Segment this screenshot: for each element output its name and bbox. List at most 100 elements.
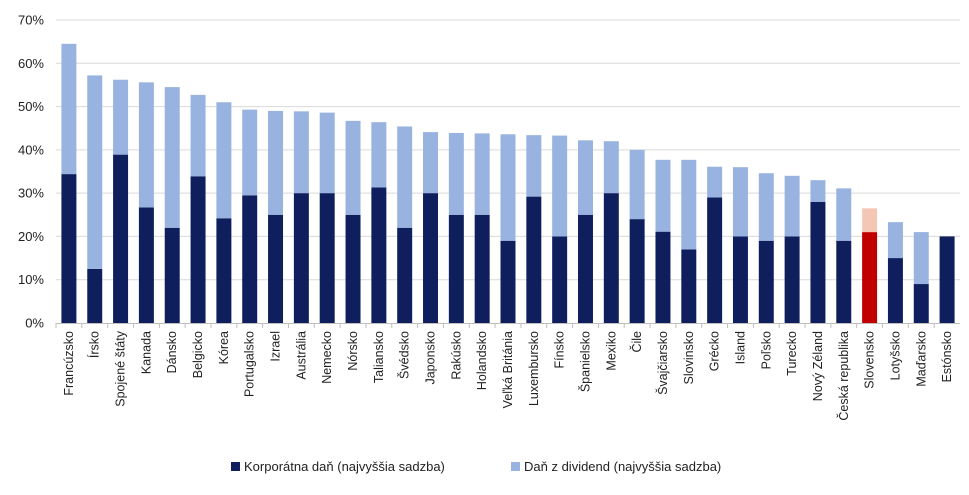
x-tick-label: Japonsko	[424, 331, 438, 385]
x-tick-label: Nemecko	[320, 331, 334, 384]
bar-dividend-tax	[655, 159, 671, 232]
bar-dividend-tax	[913, 232, 929, 285]
bar-dividend-tax	[629, 149, 645, 220]
x-tick-label: Nový Zéland	[811, 331, 825, 401]
x-tick-label: Dánsko	[165, 331, 179, 373]
bar-dividend-tax	[681, 159, 697, 250]
x-tick-label: Španielsko	[577, 331, 592, 392]
x-tick-label: Mexiko	[604, 331, 618, 371]
bar-dividend-tax	[87, 75, 103, 269]
x-tick-label: Luxembursko	[527, 331, 541, 406]
x-tick-label: Česká republika	[836, 331, 851, 421]
legend-label-corporate-tax: Korporátna daň (najvyššia sadzba)	[244, 459, 445, 474]
x-tick-label: Island	[733, 331, 747, 364]
bar-dividend-tax	[758, 173, 774, 241]
bar-corporate-tax	[448, 214, 464, 323]
bar-dividend-tax	[810, 180, 826, 202]
bar-corporate-tax	[345, 214, 361, 323]
x-tick-label: Grécko	[708, 331, 722, 371]
bar-dividend-tax	[836, 188, 852, 241]
x-tick-label: Turecko	[785, 331, 799, 376]
bar-corporate-tax	[113, 154, 129, 323]
bar-corporate-tax	[810, 201, 826, 323]
y-tick-label: 20%	[18, 229, 44, 244]
bar-corporate-tax	[887, 258, 903, 323]
legend-swatch-corporate-tax	[231, 462, 240, 471]
x-tick-label: Nórsko	[346, 331, 360, 371]
bar-dividend-tax	[500, 134, 516, 241]
legend-swatch-dividend-tax	[511, 462, 520, 471]
x-tick-label: Austrália	[294, 331, 308, 380]
y-tick-label: 60%	[18, 56, 44, 71]
bar-dividend-tax	[603, 141, 619, 194]
bar-corporate-tax	[423, 193, 439, 323]
x-tick-label: Švajčiarsko	[655, 331, 670, 395]
x-tick-label: Švédsko	[397, 331, 412, 379]
bar-dividend-tax	[268, 110, 284, 215]
bar-corporate-tax	[216, 218, 232, 323]
y-axis-ticks: 0% 10% 20% 30% 40% 50% 60% 70%	[18, 13, 44, 331]
bar-corporate-tax	[758, 240, 774, 323]
y-tick-label: 40%	[18, 142, 44, 157]
bar-corporate-tax	[319, 193, 335, 323]
x-tick-label: Slovinsko	[682, 331, 696, 385]
x-tick-label: Francúzsko	[62, 331, 76, 396]
bar-dividend-tax	[423, 132, 439, 194]
bar-corporate-tax	[61, 174, 77, 323]
bar-corporate-tax	[784, 236, 800, 323]
bar-corporate-tax	[862, 232, 878, 323]
bar-corporate-tax	[707, 197, 723, 323]
legend-label-dividend-tax: Daň z dividend (najvyššia sadzba)	[524, 459, 721, 474]
bar-corporate-tax	[913, 284, 929, 323]
bar-corporate-tax	[939, 236, 955, 323]
bar-dividend-tax	[216, 102, 232, 219]
bar-corporate-tax	[268, 214, 284, 323]
bar-corporate-tax	[500, 240, 516, 323]
bar-dividend-tax	[552, 135, 568, 237]
bar-dividend-tax	[887, 222, 903, 259]
bar-corporate-tax	[87, 268, 103, 323]
y-tick-label: 30%	[18, 186, 44, 201]
bar-corporate-tax	[629, 219, 645, 323]
bar-corporate-tax	[577, 214, 593, 323]
bar-dividend-tax	[707, 166, 723, 198]
bar-dividend-tax	[784, 175, 800, 237]
bar-corporate-tax	[138, 207, 154, 323]
x-tick-label: Spojené štáty	[114, 330, 128, 406]
x-axis-labels: Francúzsko Írsko Spojené štáty Kanada Dánsko…	[62, 330, 954, 420]
bar-dividend-tax	[293, 111, 309, 194]
bar-dividend-tax	[164, 87, 180, 228]
bar-corporate-tax	[397, 227, 413, 323]
bar-dividend-tax	[345, 120, 361, 215]
bar-dividend-tax	[242, 109, 258, 196]
x-tick-label: Slovensko	[863, 331, 877, 389]
bar-corporate-tax	[655, 231, 671, 323]
bar-corporate-tax	[603, 193, 619, 323]
bar-dividend-tax	[732, 167, 748, 237]
bar-corporate-tax	[836, 240, 852, 323]
legend: Korporátna daň (najvyššia sadzba) Daň z …	[231, 459, 721, 474]
bar-dividend-tax	[474, 133, 490, 215]
bar-dividend-tax	[371, 122, 387, 188]
x-tick-label: Holandsko	[475, 331, 489, 390]
bar-corporate-tax	[371, 187, 387, 323]
bars	[61, 43, 955, 323]
y-tick-label: 0%	[25, 316, 44, 331]
x-tick-label: Izrael	[269, 331, 283, 362]
bar-corporate-tax	[474, 214, 490, 323]
bar-corporate-tax	[552, 236, 568, 323]
bar-corporate-tax	[242, 195, 258, 323]
y-tick-label: 50%	[18, 99, 44, 114]
x-tick-label: Fínsko	[553, 331, 567, 369]
bar-corporate-tax	[164, 227, 180, 323]
x-tick-label: Rakúsko	[449, 331, 463, 380]
bar-corporate-tax	[293, 193, 309, 323]
x-tick-label: Taliansko	[372, 331, 386, 383]
bar-dividend-tax	[448, 132, 464, 215]
bar-dividend-tax	[526, 135, 542, 197]
x-tick-label: Maďarsko	[914, 331, 928, 387]
x-tick-label: Kanada	[139, 331, 153, 374]
bar-corporate-tax	[190, 176, 206, 323]
x-tick-label: Poľsko	[759, 331, 773, 369]
bar-dividend-tax	[113, 79, 129, 155]
